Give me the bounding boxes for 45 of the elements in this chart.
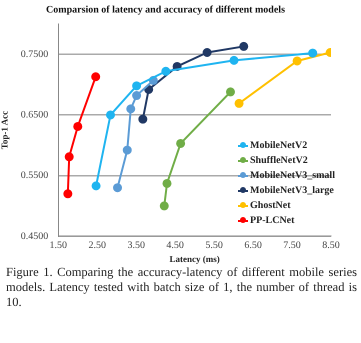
x-tick-label: 1.50 [50,240,68,251]
point [132,81,142,90]
point [138,114,148,124]
point [176,138,186,148]
x-tick-label: 4.50 [166,240,184,251]
point [234,98,244,108]
x-tick-label: 7.50 [283,240,301,251]
point [161,66,170,76]
y-tick-label: 0.7500 [20,48,48,60]
point [239,42,248,51]
point [122,146,132,155]
legend-label: ShuffleNetV2 [250,155,308,166]
x-axis-title: Latency (ms) [170,254,220,264]
chart-title: Comparsion of latency and accuracy of different models [46,4,286,16]
x-tick-label: 5.50 [205,240,223,251]
legend-label: MobileNetV3_small [250,170,335,181]
point [113,183,122,192]
point [91,72,100,82]
caption: Figure 1. Comparing the accuracy-latency of different mobile series models. Latency tested with batch size of 1, the number of thread is 10. [6,265,357,310]
y-tick-label: 0.5500 [20,170,48,182]
y-axis-title: Top-1 Acc [0,110,10,150]
point [73,122,82,131]
x-tick-label: 2.50 [88,240,106,251]
x-tick-label: 3.50 [127,240,145,251]
legend-label: MobileNetV2 [250,140,308,151]
point [160,201,169,210]
point [106,110,116,120]
point [229,56,238,65]
point [162,178,172,188]
legend-label: PP-LCNet [250,215,294,226]
legend-label: MobileNetV3_large [250,185,334,196]
y-tick-label: 0.6500 [20,110,48,121]
x-tick-label: 6.50 [244,240,262,251]
point [226,87,235,96]
point [64,152,74,162]
x-tick-label: 8.50 [322,240,340,251]
legend-label: GhostNet [250,200,291,211]
point [126,104,136,114]
point [308,48,318,58]
point [202,48,212,57]
point [132,91,142,100]
point [63,189,72,198]
y-tick-label: 0.4500 [20,230,48,242]
point [92,181,101,190]
point [292,56,302,66]
